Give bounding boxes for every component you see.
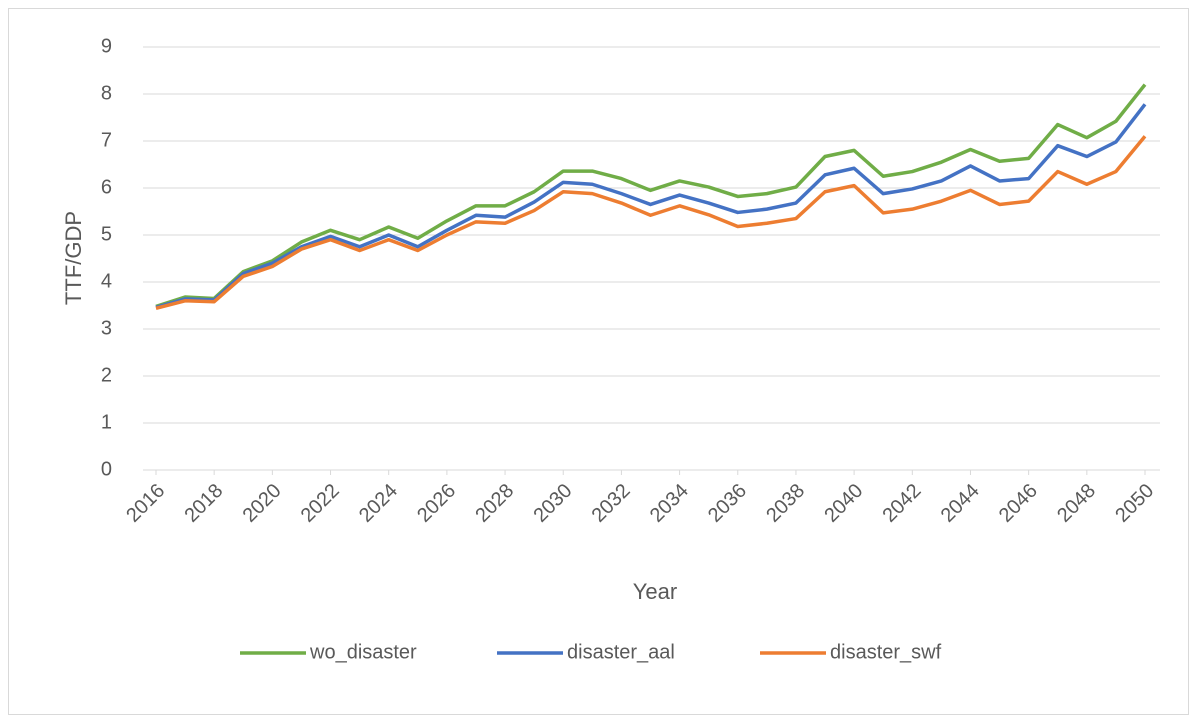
legend-item: disaster_aal — [497, 641, 675, 663]
y-tick-label: 3 — [101, 317, 112, 339]
y-tick-label: 4 — [101, 270, 112, 292]
y-axis-title: TTF/GDP — [61, 211, 86, 305]
y-tick-label: 7 — [101, 129, 112, 151]
legend-item: wo_disaster — [240, 641, 417, 663]
y-tick-label: 9 — [101, 35, 112, 57]
legend-item: disaster_swf — [760, 641, 942, 663]
series-line — [155, 103, 1147, 310]
series-line — [155, 83, 1147, 309]
legend-label: disaster_swf — [830, 641, 942, 663]
y-tick-label: 2 — [101, 364, 112, 386]
y-tick-label: 5 — [101, 223, 112, 245]
chart-frame — [8, 8, 1189, 715]
y-tick-label: 6 — [101, 176, 112, 198]
series-line — [155, 135, 1147, 311]
y-tick-label: 8 — [101, 82, 112, 104]
x-axis-title: Year — [633, 579, 677, 604]
legend-label: disaster_aal — [567, 641, 675, 663]
y-tick-label: 1 — [101, 411, 112, 433]
y-tick-label: 0 — [101, 458, 112, 480]
legend-label: wo_disaster — [309, 641, 417, 663]
